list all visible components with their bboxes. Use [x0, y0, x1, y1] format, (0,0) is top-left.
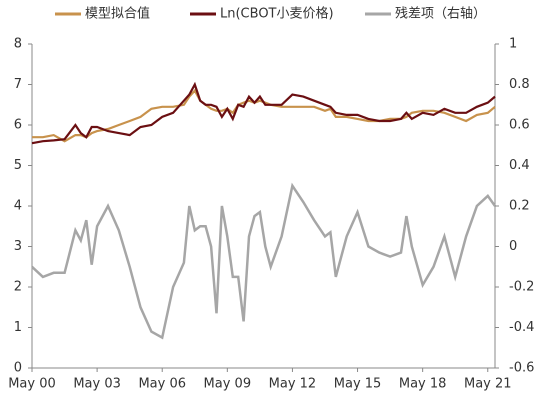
legend-label: 残差项（右轴）: [395, 7, 486, 22]
y2-tick-label: 0.6: [509, 118, 530, 133]
x-tick-label: May 06: [138, 377, 186, 392]
y-tick-label: 8: [14, 37, 22, 52]
legend-label: Ln(CBOT小麦价格): [220, 6, 334, 22]
y-tick-label: 3: [14, 239, 22, 254]
x-tick-label: May 18: [399, 377, 447, 392]
x-tick-label: May 09: [204, 377, 252, 392]
x-tick-label: May 15: [334, 377, 382, 392]
series-line: [31, 81, 496, 145]
y2-tick-label: -0.4: [509, 320, 534, 335]
y-tick-label: 4: [14, 199, 22, 214]
y2-tick-label: 0.4: [509, 158, 530, 173]
y-tick-label: 1: [14, 320, 22, 335]
y-tick-label: 2: [14, 280, 22, 295]
x-tick-label: May 00: [8, 377, 56, 392]
y2-tick-label: 0.2: [509, 199, 530, 214]
x-tick-label: May 21: [464, 377, 512, 392]
y2-tick-label: -0.2: [509, 280, 534, 295]
series-line: [32, 88, 496, 143]
x-tick-label: May 12: [269, 377, 317, 392]
y-tick-label: 5: [14, 158, 22, 173]
x-tick-label: May 03: [73, 377, 121, 392]
y2-tick-label: 0.8: [509, 77, 530, 92]
series-line: [31, 182, 497, 340]
y2-tick-label: 0: [509, 239, 517, 254]
y2-tick-label: -0.6: [509, 361, 534, 376]
y-tick-label: 0: [14, 361, 22, 376]
y2-tick-label: 1: [509, 37, 517, 52]
y-tick-label: 7: [14, 77, 22, 92]
y-tick-label: 6: [14, 118, 22, 133]
legend-label: 模型拟合值: [85, 6, 150, 22]
